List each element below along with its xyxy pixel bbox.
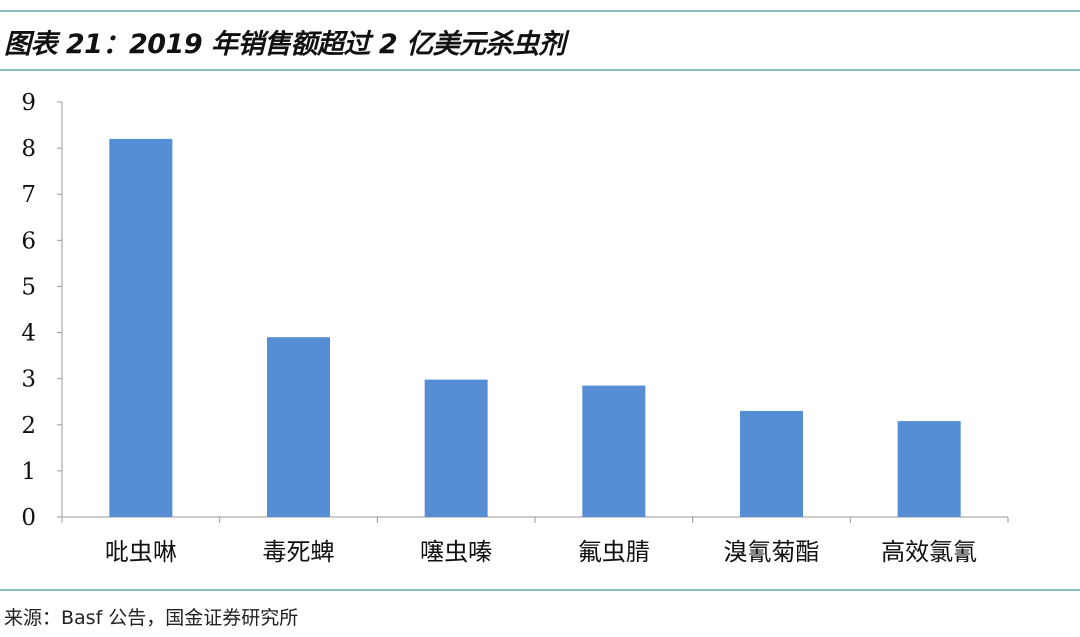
y-tick-label: 3 (21, 367, 36, 393)
x-category-label: 溴氰菊酯 (724, 538, 820, 566)
x-category-label: 毒死蜱 (263, 538, 335, 566)
chart-title: 图表 21：2019 年销售额超过 2 亿美元杀虫剂 (4, 29, 566, 60)
top-rule (0, 10, 1080, 12)
bar (740, 410, 803, 517)
y-tick-label: 6 (21, 228, 36, 254)
y-tick-label: 8 (21, 136, 36, 162)
y-tick-label: 1 (21, 459, 36, 485)
title-rule (0, 69, 1080, 71)
bar (267, 337, 330, 517)
y-tick-label: 7 (21, 182, 36, 208)
x-category-label: 氟虫腈 (578, 538, 650, 566)
bar (109, 138, 173, 517)
bottom-rule (0, 589, 1080, 591)
y-tick-label: 5 (21, 274, 36, 300)
bar (897, 421, 961, 517)
source-note: 来源：Basf 公告，国金证券研究所 (4, 607, 299, 629)
y-tick-label: 2 (21, 413, 36, 439)
x-category-label: 吡虫啉 (105, 538, 177, 566)
bar (582, 385, 646, 517)
x-category-label: 噻虫嗪 (420, 538, 492, 566)
x-category-label: 高效氯氰 (881, 538, 977, 566)
bar (424, 379, 488, 517)
y-tick-label: 4 (21, 321, 36, 347)
y-tick-label: 9 (21, 90, 36, 116)
y-tick-label: 0 (21, 505, 36, 531)
